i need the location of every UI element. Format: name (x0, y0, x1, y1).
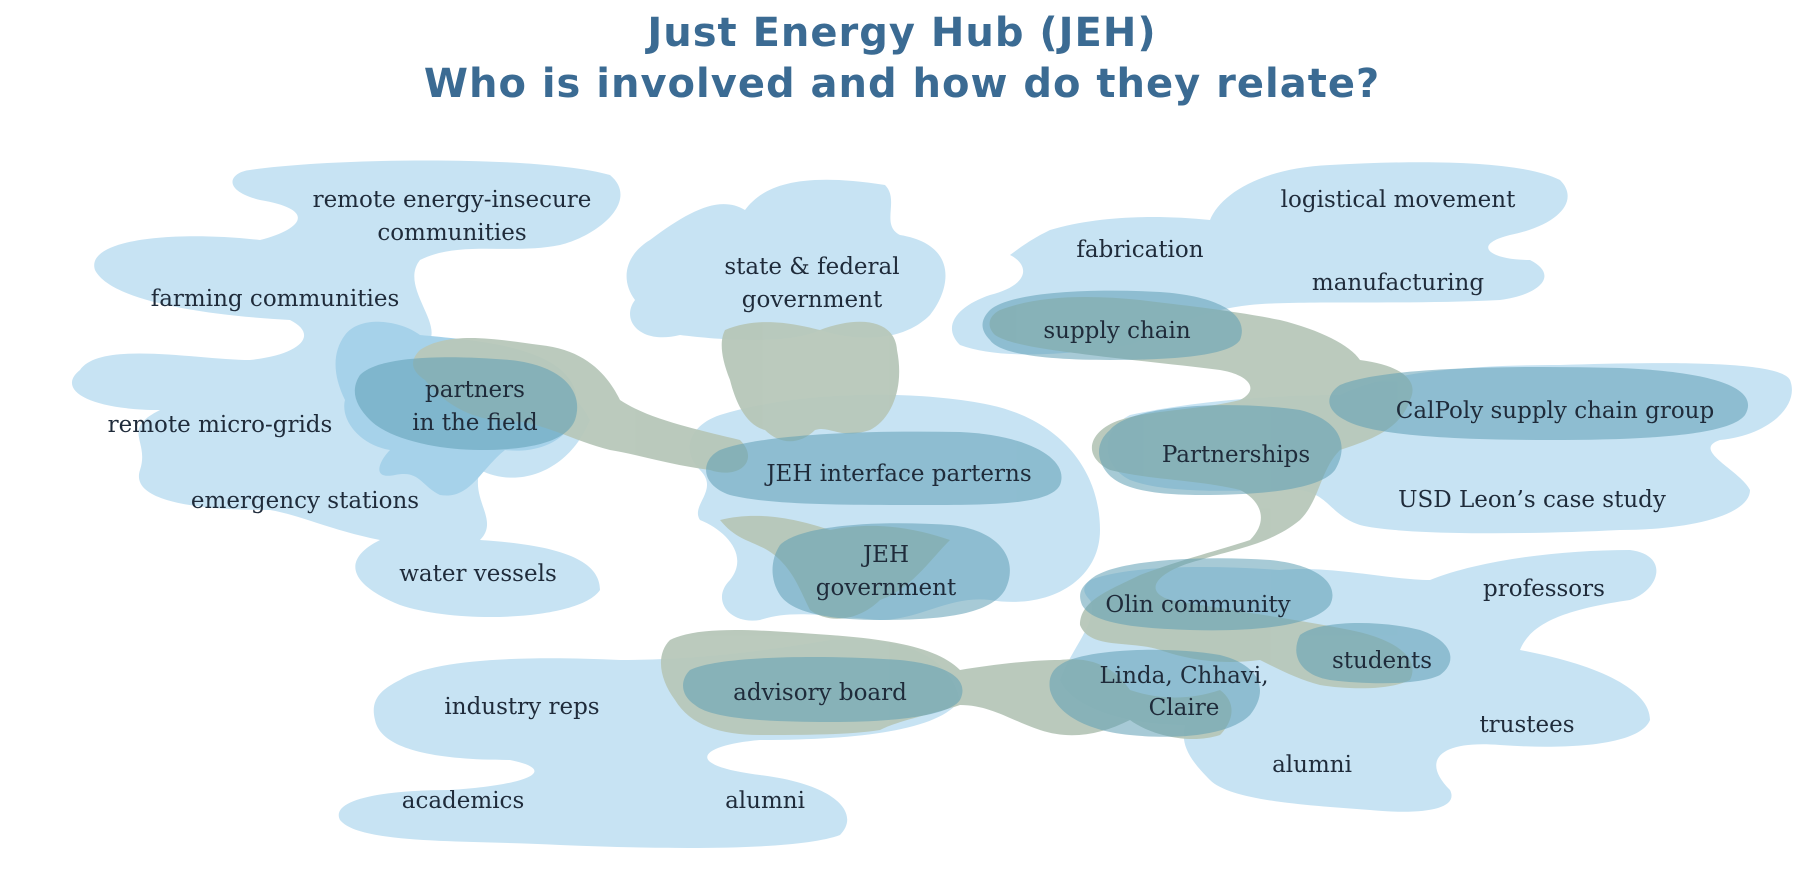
label-alumni-right: alumni (1272, 752, 1352, 778)
label-jeh-interface: JEH interface parterns (764, 461, 1031, 487)
focus-linda (1049, 649, 1260, 737)
connector-supply-to-calpoly (989, 297, 1413, 689)
label-fabrication: fabrication (1076, 237, 1203, 263)
label-remote-energy-insecure: remote energy-insecure (313, 187, 592, 213)
label-linda-2: Claire (1149, 695, 1220, 721)
label-trustees: trustees (1479, 712, 1574, 738)
label-academics: academics (402, 788, 525, 814)
diagram-title: Just Energy Hub (JEH) Who is involved an… (0, 8, 1804, 110)
blob-state-federal (626, 179, 946, 340)
focus-supply-chain (982, 290, 1242, 360)
label-industry-reps: industry reps (444, 694, 599, 720)
label-students: students (1332, 648, 1432, 674)
label-state-federal-1: state & federal (724, 254, 899, 280)
focus-partnerships (1098, 405, 1342, 495)
label-layer: remote energy-insecure communities farmi… (108, 187, 1715, 814)
label-jeh-government-2: government (816, 575, 957, 601)
focus-jeh-interface (706, 431, 1062, 505)
label-partners-field-1: partners (425, 377, 525, 403)
focus-calpoly (1329, 366, 1749, 440)
label-partnerships: Partnerships (1162, 442, 1310, 468)
focus-olin (1080, 558, 1333, 631)
label-usd-leon: USD Leon’s case study (1398, 487, 1666, 513)
label-emergency-stations: emergency stations (191, 488, 419, 514)
focus-jeh-government (772, 523, 1010, 620)
focus-regions (354, 290, 1749, 737)
label-manufacturing: manufacturing (1312, 270, 1484, 296)
label-remote-energy-insecure-2: communities (377, 220, 526, 246)
focus-partners-field (354, 357, 578, 450)
label-supply-chain: supply chain (1043, 318, 1190, 344)
label-alumni-left: alumni (725, 788, 805, 814)
label-jeh-government-1: JEH (861, 542, 909, 568)
label-olin-community: Olin community (1105, 592, 1290, 618)
title-line-2: Who is involved and how do they relate? (423, 61, 1381, 107)
label-logistical-movement: logistical movement (1281, 187, 1516, 213)
label-linda-1: Linda, Chhavi, (1099, 663, 1268, 689)
label-calpoly: CalPoly supply chain group (1396, 398, 1714, 424)
label-advisory-board: advisory board (733, 680, 907, 706)
label-remote-micro-grids: remote micro-grids (108, 412, 333, 438)
focus-advisory-board (683, 657, 963, 722)
connector-state-to-interface (721, 321, 900, 442)
label-partners-field-2: in the field (412, 410, 538, 436)
label-state-federal-2: government (742, 287, 883, 313)
label-professors: professors (1483, 576, 1605, 602)
focus-students (1296, 623, 1451, 684)
label-farming-communities: farming communities (151, 286, 400, 312)
label-water-vessels: water vessels (399, 561, 557, 587)
title-line-1: Just Energy Hub (JEH) (647, 10, 1157, 56)
